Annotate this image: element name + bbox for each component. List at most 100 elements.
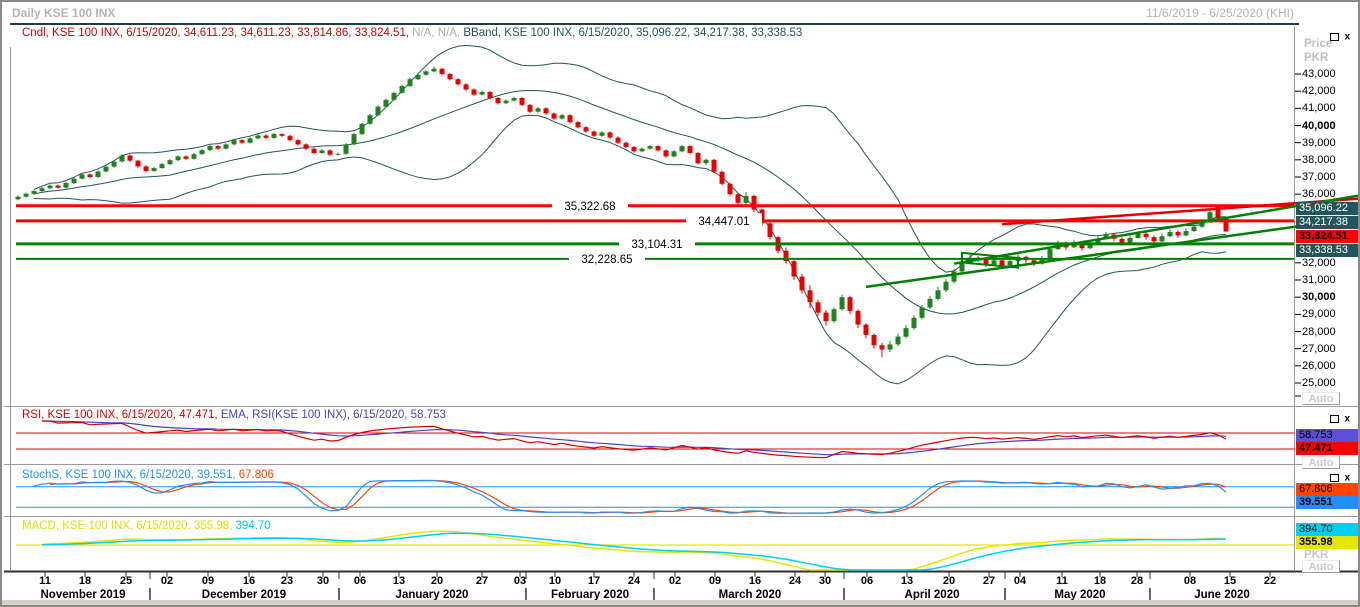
candle [1183,231,1189,236]
chart-legend: Cndl, KSE 100 INX, 6/15/2020, 34,611.23,… [22,27,802,39]
candle [1047,249,1053,259]
candle [991,260,997,265]
candle [279,134,285,136]
close-icon[interactable]: x [1344,31,1350,43]
x-axis-day-label: 27 [982,575,996,587]
x-axis-day-label: 24 [788,575,802,587]
candle [71,178,77,183]
rsi-panel-controls: x [1330,410,1350,424]
candle [671,151,677,157]
price-tick-label: 43,000 [1302,68,1336,80]
candle [439,68,445,74]
macd-signal-tag: 394.70 [1296,523,1358,536]
x-axis-day-label: 18 [78,575,92,587]
candle [927,298,933,308]
candle [511,98,517,101]
candle [359,123,365,135]
candle [471,89,477,95]
x-axis-day-label: 16 [748,575,762,587]
title-bar[interactable]: Daily KSE 100 INX 11/6/2019 - 6/25/2020 … [2,2,1358,22]
candle [159,164,165,168]
support-resistance-lines: 35,322.68 34,447.01 33,104.31 32,228.65 [16,198,1294,266]
x-axis-month-label: January 2020 [395,589,469,601]
window-title: Daily KSE 100 INX [12,6,116,20]
maximize-icon[interactable] [1330,473,1340,482]
x-axis-month-label: March 2020 [718,589,782,601]
maximize-icon[interactable] [1330,32,1340,41]
price-tick-label: 42,000 [1302,85,1336,97]
candle [647,146,653,149]
candle [863,324,869,335]
price-auto-button[interactable]: Auto [1302,392,1340,405]
candle [743,195,749,203]
hline-label: 33,104.31 [631,239,682,251]
x-axis-day-label: 13 [900,575,914,587]
candle [695,153,701,164]
rsi-ema-tag: 58.753 [1296,429,1358,442]
candle [423,71,429,75]
x-axis-day-label: 30 [818,575,832,587]
price-tick-label: 38,000 [1302,154,1336,166]
candle [119,155,125,162]
candle [391,92,397,100]
price-tick-label: 40,000 [1302,120,1336,132]
price-tick-label: 36,000 [1302,188,1336,200]
close-icon[interactable]: x [1344,413,1350,425]
candle [711,159,717,172]
x-axis-day-label: 13 [392,575,406,587]
candle [183,156,189,159]
candle [855,310,861,325]
x-axis-day-label: 10 [548,575,562,587]
candle [951,271,957,282]
rsi-header: RSI, KSE 100 INX, 6/15/2020, 47.471, EMA… [22,409,446,421]
candle [87,174,93,177]
x-axis-day-label: 27 [475,575,489,587]
candle [871,334,877,346]
candle [687,146,693,153]
stoch-k-tag: 39.551 [1296,496,1358,509]
macd-signal-legend: 394.70 [235,520,271,532]
candle [343,144,349,154]
price-tick-label: 41,000 [1302,102,1336,114]
x-axis-day-label: 20 [942,575,956,587]
x-axis-day-label: 11 [1056,575,1068,587]
rsi-auto-button[interactable]: Auto [1302,456,1340,469]
close-icon[interactable]: x [1344,472,1350,484]
x-axis-day-label: 09 [708,575,722,587]
price-tick-label: 39,000 [1302,137,1336,149]
candle [903,328,909,337]
x-axis-day-label: 06 [353,575,367,587]
candle [367,115,373,124]
candle [151,168,157,171]
candle [191,154,197,159]
price-tick-label: 28,000 [1302,326,1336,338]
bollinger-bands [33,44,1227,385]
stoch-d-legend: 67.806 [238,469,274,481]
candle [799,276,805,291]
x-axis-day-label: 04 [1013,575,1027,587]
candle [887,344,893,350]
candle [31,191,37,194]
price-tick-label: 29,000 [1302,308,1336,320]
legend-candle-values: Cndl, KSE 100 INX, 6/15/2020, 34,611.23,… [22,27,410,39]
x-axis-month-label: November 2019 [40,589,126,601]
x-axis-month-label: April 2020 [904,589,960,601]
x-axis-day-label: 03 [513,575,527,587]
hline-label: 34,447.01 [698,216,749,228]
candle [255,135,261,139]
candle [983,259,989,265]
maximize-icon[interactable] [1330,414,1340,423]
candle [847,297,853,311]
candle [751,195,757,210]
panel-borders [4,26,1358,573]
candle [631,147,637,152]
candle [167,160,173,165]
candle [655,146,661,151]
rsi-ema-legend: EMA, RSI(KSE 100 INX), 6/15/2020, 58.753 [220,409,446,421]
candle [1199,222,1205,227]
macd-auto-button[interactable]: Auto [1302,560,1340,573]
x-axis-day-label: 02 [160,575,174,587]
price-tick-label: 31,000 [1302,274,1336,286]
